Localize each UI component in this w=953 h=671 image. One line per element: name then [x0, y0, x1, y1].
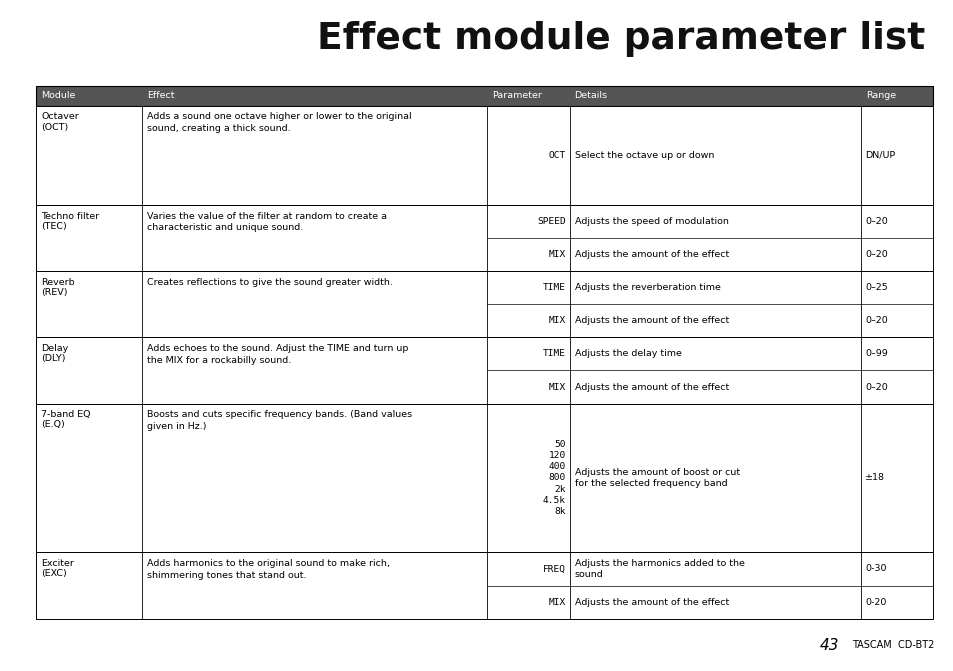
Text: OCT: OCT [548, 151, 565, 160]
Bar [36, 552, 932, 619]
Text: Effect module parameter list: Effect module parameter list [316, 21, 924, 57]
Text: Adjusts the amount of the effect: Adjusts the amount of the effect [574, 382, 728, 391]
Bar [36, 205, 932, 271]
Text: 0–99: 0–99 [864, 350, 887, 358]
Text: Varies the value of the filter at random to create a
characteristic and unique s: Varies the value of the filter at random… [147, 211, 386, 232]
Text: 0-20: 0-20 [864, 598, 885, 607]
Text: Parameter: Parameter [492, 91, 541, 101]
Text: TIME: TIME [542, 350, 565, 358]
Text: MIX: MIX [548, 316, 565, 325]
Text: SPEED: SPEED [537, 217, 565, 226]
Text: 0–20: 0–20 [864, 316, 887, 325]
Text: 0-30: 0-30 [864, 564, 885, 574]
Text: TASCAM  CD-BT2: TASCAM CD-BT2 [851, 640, 933, 650]
Text: Exciter
(EXC): Exciter (EXC) [41, 559, 73, 578]
Text: Adds a sound one octave higher or lower to the original
sound, creating a thick : Adds a sound one octave higher or lower … [147, 112, 411, 133]
Text: FREQ: FREQ [542, 564, 565, 574]
Text: Adjusts the amount of the effect: Adjusts the amount of the effect [574, 598, 728, 607]
Text: 0–25: 0–25 [864, 283, 887, 293]
Text: Adjusts the reverberation time: Adjusts the reverberation time [574, 283, 720, 293]
Text: ±18: ±18 [864, 474, 884, 482]
Text: Select the octave up or down: Select the octave up or down [574, 151, 713, 160]
Bar [36, 86, 932, 106]
Bar [36, 338, 932, 403]
Text: Techno filter
(TEC): Techno filter (TEC) [41, 211, 99, 231]
Text: 0–20: 0–20 [864, 250, 887, 259]
Bar [36, 271, 932, 338]
Text: Adjusts the amount of the effect: Adjusts the amount of the effect [574, 316, 728, 325]
Text: Range: Range [865, 91, 895, 101]
Text: Boosts and cuts specific frequency bands. (Band values
given in Hz.): Boosts and cuts specific frequency bands… [147, 410, 412, 431]
Text: Adjusts the amount of boost or cut
for the selected frequency band: Adjusts the amount of boost or cut for t… [574, 468, 739, 488]
Text: Adjusts the harmonics added to the
sound: Adjusts the harmonics added to the sound [574, 558, 743, 579]
Text: MIX: MIX [548, 382, 565, 391]
Text: MIX: MIX [548, 598, 565, 607]
Text: Reverb
(REV): Reverb (REV) [41, 278, 74, 297]
Text: 7-band EQ
(E.Q): 7-band EQ (E.Q) [41, 410, 91, 429]
Text: MIX: MIX [548, 250, 565, 259]
Text: Octaver
(OCT): Octaver (OCT) [41, 112, 79, 132]
Text: Adjusts the delay time: Adjusts the delay time [574, 350, 680, 358]
Text: Adjusts the amount of the effect: Adjusts the amount of the effect [574, 250, 728, 259]
Text: DN/UP: DN/UP [864, 151, 895, 160]
Text: Effect: Effect [147, 91, 174, 101]
Bar [36, 403, 932, 552]
Text: 50
120
400
800
2k
4.5k
8k: 50 120 400 800 2k 4.5k 8k [542, 440, 565, 516]
Text: 43: 43 [820, 637, 839, 653]
Text: Module: Module [41, 91, 75, 101]
Text: Adds harmonics to the original sound to make rich,
shimmering tones that stand o: Adds harmonics to the original sound to … [147, 559, 390, 580]
Text: Creates reflections to give the sound greater width.: Creates reflections to give the sound gr… [147, 278, 393, 287]
Text: 0–20: 0–20 [864, 382, 887, 391]
Text: TIME: TIME [542, 283, 565, 293]
Text: 0–20: 0–20 [864, 217, 887, 226]
Text: Adjusts the speed of modulation: Adjusts the speed of modulation [574, 217, 728, 226]
Text: Delay
(DLY): Delay (DLY) [41, 344, 69, 363]
Bar [36, 106, 932, 205]
Text: Details: Details [574, 91, 607, 101]
Text: Adds echoes to the sound. Adjust the TIME and turn up
the MIX for a rockabilly s: Adds echoes to the sound. Adjust the TIM… [147, 344, 408, 365]
